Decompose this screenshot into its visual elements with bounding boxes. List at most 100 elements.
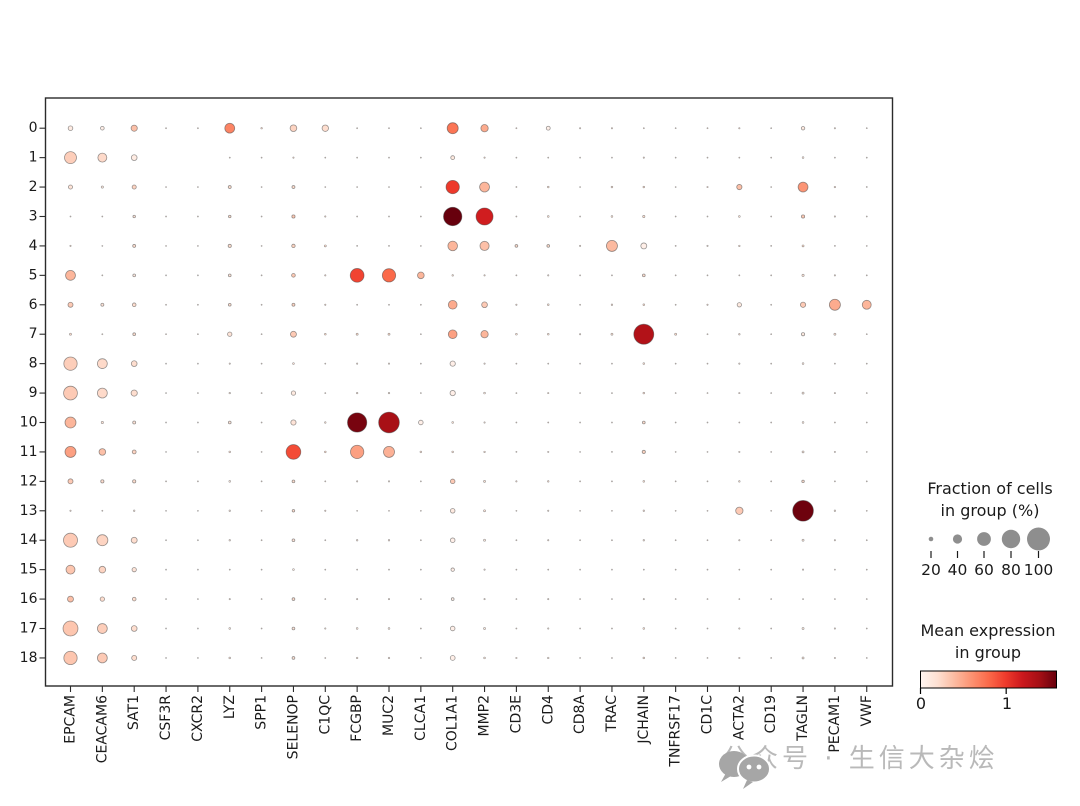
dot: [515, 451, 518, 453]
dot: [738, 656, 741, 659]
dot: [547, 627, 550, 630]
dot: [97, 623, 108, 634]
dot: [579, 333, 582, 336]
dot: [579, 480, 581, 483]
dot: [324, 509, 327, 512]
dot: [738, 274, 741, 277]
dot: [291, 273, 296, 278]
dot: [736, 184, 743, 191]
dot: [130, 124, 138, 132]
y-tick-label: 6: [29, 297, 38, 313]
dot: [67, 301, 74, 308]
colorbar: [920, 670, 1057, 689]
dot: [770, 657, 773, 659]
dot: [579, 421, 581, 424]
dot: [133, 509, 136, 512]
dot: [547, 274, 550, 277]
dot: [579, 627, 581, 630]
dot: [611, 421, 613, 424]
dot: [197, 421, 199, 424]
dot: [356, 391, 359, 395]
y-tick-label: 15: [20, 562, 38, 578]
dot: [611, 156, 613, 159]
dot: [865, 568, 868, 571]
dot: [420, 362, 422, 365]
dot: [388, 568, 390, 571]
dot: [801, 332, 806, 337]
dot: [479, 240, 490, 251]
dot: [865, 480, 868, 483]
dot: [260, 627, 263, 630]
color-legend-title: Mean expression in group: [888, 620, 1080, 664]
dot: [443, 206, 463, 227]
dot: [833, 539, 836, 542]
dot: [545, 125, 551, 131]
y-tick-label: 0: [29, 120, 38, 136]
dot: [356, 539, 359, 542]
x-tick-label: CD8A: [572, 695, 588, 734]
y-tick-label: 7: [29, 326, 38, 342]
dot: [738, 362, 741, 365]
dot: [227, 185, 232, 189]
dot: [321, 124, 329, 132]
x-tick-label: CLCA1: [413, 695, 429, 741]
dot: [674, 451, 677, 453]
dot: [197, 627, 199, 630]
dot: [515, 156, 518, 159]
dot: [610, 127, 613, 130]
dot: [388, 127, 390, 130]
dot: [579, 657, 581, 659]
dot: [450, 567, 455, 572]
dot: [833, 215, 836, 218]
dot: [706, 509, 709, 512]
dot: [674, 156, 677, 159]
dot: [834, 480, 836, 483]
dot: [547, 450, 550, 453]
dot: [450, 597, 455, 601]
dot: [292, 362, 295, 365]
dot: [801, 214, 806, 219]
x-tick-label: EPCAM: [63, 695, 79, 744]
dot: [642, 480, 646, 483]
dot: [100, 125, 105, 131]
dot: [865, 215, 868, 218]
dot: [324, 598, 327, 600]
dot: [165, 392, 167, 394]
dot: [515, 509, 518, 512]
x-tick-label: SPP1: [254, 695, 270, 730]
dot: [483, 391, 486, 395]
dot: [611, 627, 613, 630]
dot: [770, 156, 773, 159]
dot: [227, 420, 232, 425]
dot: [100, 479, 105, 484]
dot: [356, 568, 359, 571]
dot: [356, 215, 359, 218]
dot: [197, 598, 199, 600]
x-tick-label: CD4: [540, 695, 556, 725]
dot: [291, 626, 296, 631]
dot: [165, 568, 167, 571]
dot: [290, 330, 297, 338]
dot: [834, 598, 836, 600]
dot: [260, 598, 263, 600]
dot: [706, 274, 709, 277]
dot: [420, 215, 422, 218]
x-tick-label: ACTA2: [731, 695, 747, 740]
dot: [800, 301, 807, 308]
x-tick-label: CSF3R: [158, 695, 174, 741]
dot: [260, 539, 263, 542]
dot: [227, 331, 233, 337]
dot: [447, 300, 458, 310]
dot: [450, 537, 456, 543]
dot: [642, 303, 646, 306]
color-legend-title-line2: in group: [954, 643, 1022, 662]
dot: [770, 362, 773, 365]
dot: [388, 156, 390, 159]
dot: [770, 451, 773, 453]
dot: [547, 480, 550, 483]
dot: [449, 360, 456, 367]
dot: [770, 303, 773, 306]
dot: [674, 362, 677, 365]
dot: [419, 627, 422, 630]
dot: [228, 450, 231, 454]
